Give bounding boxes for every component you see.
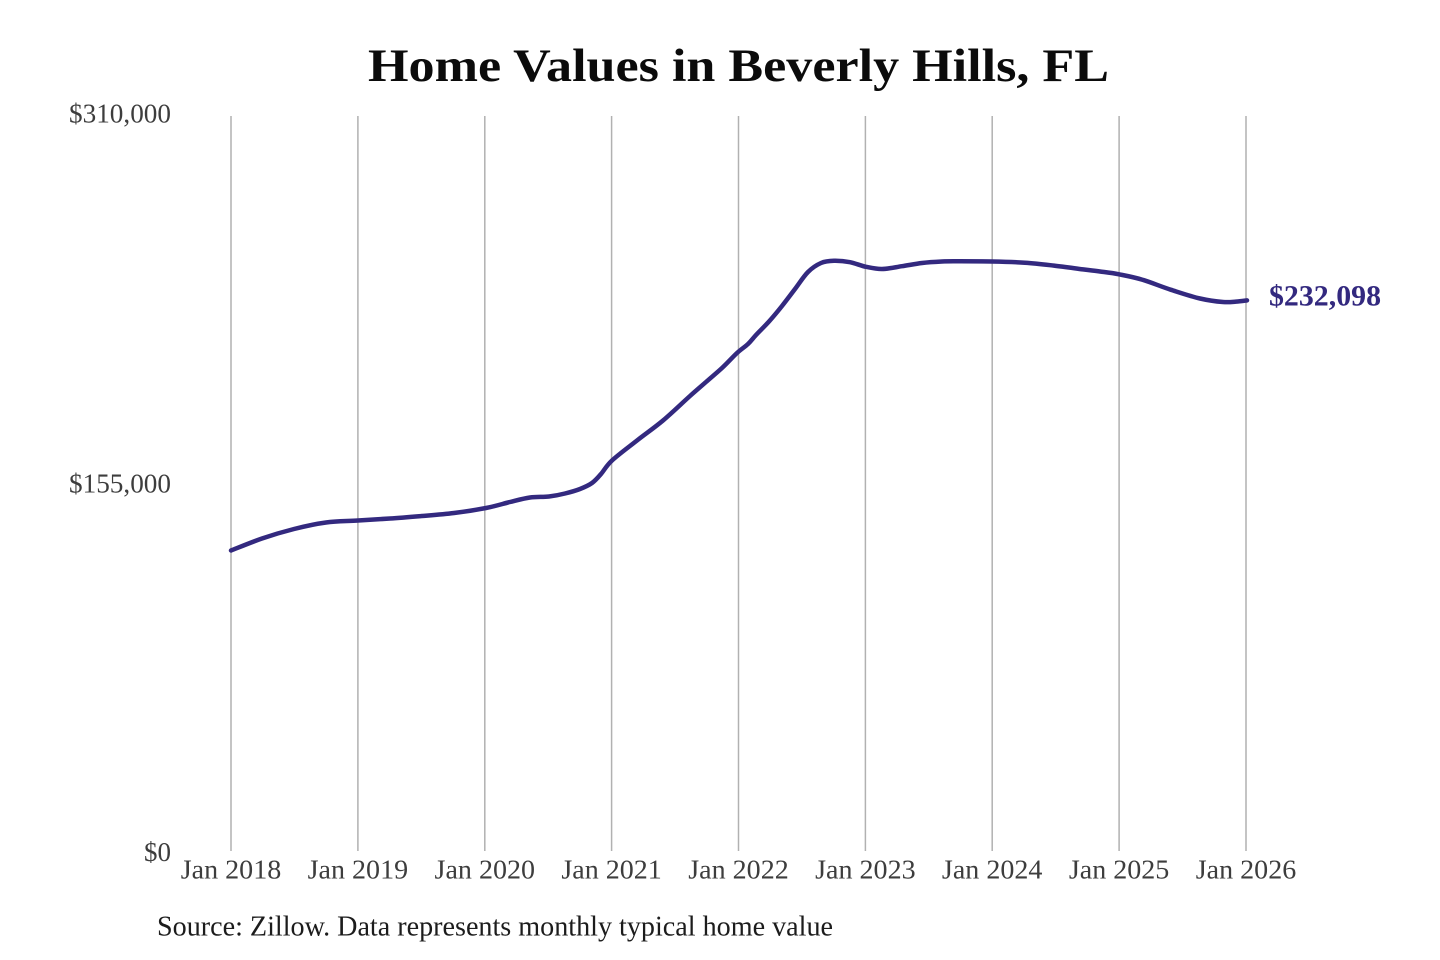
svg-text:Jan 2022: Jan 2022 [688, 855, 789, 885]
svg-text:Source: Zillow. Data represent: Source: Zillow. Data represents monthly … [157, 912, 833, 943]
svg-text:$0: $0 [144, 837, 171, 867]
svg-text:$310,000: $310,000 [69, 99, 171, 129]
svg-text:Jan 2024: Jan 2024 [942, 855, 1043, 885]
svg-text:Jan 2019: Jan 2019 [308, 855, 409, 885]
svg-text:Jan 2018: Jan 2018 [181, 855, 282, 885]
svg-text:Home Values in Beverly Hills,: Home Values in Beverly Hills, FL [368, 40, 1109, 92]
svg-text:Jan 2020: Jan 2020 [435, 855, 536, 885]
svg-text:Jan 2021: Jan 2021 [561, 855, 662, 885]
svg-text:$155,000: $155,000 [69, 469, 171, 499]
svg-text:Jan 2023: Jan 2023 [815, 855, 916, 885]
svg-text:Jan 2025: Jan 2025 [1069, 855, 1170, 885]
svg-text:Jan 2026: Jan 2026 [1196, 855, 1297, 885]
svg-text:$232,098: $232,098 [1269, 280, 1381, 313]
